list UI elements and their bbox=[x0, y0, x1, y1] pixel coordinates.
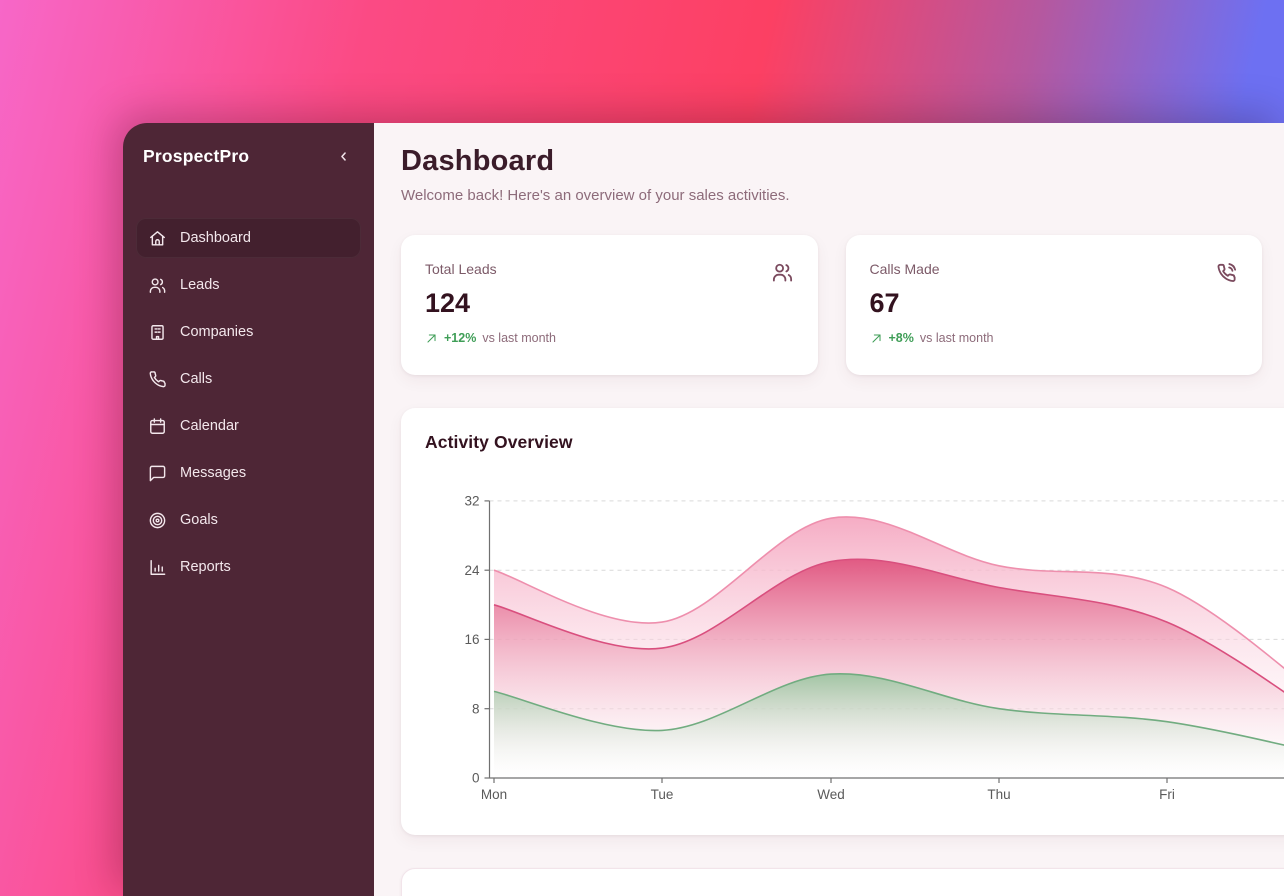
sidebar-item-label: Calls bbox=[180, 371, 213, 387]
sidebar-item-label: Dashboard bbox=[180, 230, 251, 246]
trend-percent: +12% bbox=[444, 331, 477, 345]
sidebar-header: ProspectPro bbox=[136, 145, 361, 167]
bar-chart-icon bbox=[148, 558, 167, 577]
sidebar-item-label: Companies bbox=[180, 324, 254, 340]
sidebar-item-label: Calendar bbox=[180, 418, 239, 434]
calendar-icon bbox=[148, 417, 167, 436]
trend-suffix: vs last month bbox=[919, 331, 994, 345]
users-icon bbox=[148, 276, 167, 295]
line-series-outer-light-pink bbox=[493, 516, 1284, 670]
x-tick-label: Fri bbox=[1159, 787, 1175, 802]
activity-chart-svg: 0 8 16 24 32 Mon Tue Wed Thu Fri bbox=[464, 494, 1284, 802]
stat-trend: +8% vs last month bbox=[870, 331, 1239, 345]
users-icon bbox=[771, 261, 794, 284]
x-tick-label: Wed bbox=[817, 787, 845, 802]
sidebar-item-messages[interactable]: Messages bbox=[136, 453, 361, 493]
trend-percent: +8% bbox=[888, 331, 914, 345]
sidebar-item-label: Leads bbox=[180, 277, 220, 293]
trending-up-icon bbox=[870, 332, 883, 345]
chevron-left-icon[interactable] bbox=[332, 145, 354, 167]
main-content: Dashboard Welcome back! Here's an overvi… bbox=[374, 123, 1284, 896]
y-tick-label: 24 bbox=[464, 563, 480, 578]
stat-label: Calls Made bbox=[869, 261, 940, 277]
stat-label: Total Leads bbox=[425, 261, 497, 277]
trend-suffix: vs last month bbox=[482, 331, 556, 345]
trending-up-icon bbox=[425, 332, 438, 345]
sidebar-item-calls[interactable]: Calls bbox=[136, 359, 361, 399]
line-series-green bbox=[493, 673, 1284, 746]
sidebar-item-leads[interactable]: Leads bbox=[136, 265, 361, 305]
sidebar-item-label: Goals bbox=[180, 512, 218, 528]
activity-overview-card: Activity Overview 0 8 16 24 32 Mon Tue Wed Thu Fr… bbox=[401, 408, 1284, 835]
page-title: Dashboard bbox=[401, 145, 555, 177]
sidebar-item-label: Reports bbox=[180, 559, 231, 575]
sidebar-item-companies[interactable]: Companies bbox=[136, 312, 361, 352]
bottom-card-partial bbox=[401, 868, 1284, 896]
app-window: ProspectPro Dashboard Leads Companies Calls… bbox=[123, 123, 1284, 896]
y-tick-label: 0 bbox=[472, 771, 480, 786]
chart-title: Activity Overview bbox=[425, 432, 573, 452]
sidebar-nav: Dashboard Leads Companies Calls Calendar Mess… bbox=[136, 218, 361, 587]
sidebar: ProspectPro Dashboard Leads Companies Calls… bbox=[123, 123, 374, 896]
stat-value: 124 bbox=[425, 288, 471, 318]
area-series-green bbox=[494, 673, 1284, 778]
y-tick-label: 32 bbox=[464, 494, 479, 509]
y-tick-label: 16 bbox=[464, 632, 479, 647]
page-subtitle: Welcome back! Here's an overview of your… bbox=[401, 187, 790, 204]
phone-call-icon bbox=[1215, 261, 1238, 284]
stat-trend: +12% vs last month bbox=[425, 331, 794, 345]
stat-cards-row: Total Leads 124 +12% vs last month Calls… bbox=[401, 235, 1262, 375]
sidebar-item-calendar[interactable]: Calendar bbox=[136, 406, 361, 446]
y-tick-label: 8 bbox=[472, 701, 480, 716]
page-header: Dashboard Welcome back! Here's an overvi… bbox=[401, 145, 790, 204]
activity-chart: 0 8 16 24 32 Mon Tue Wed Thu Fri bbox=[401, 478, 1284, 818]
stat-card-calls-made: Calls Made 67 +8% vs last month bbox=[845, 235, 1262, 375]
brand-title: ProspectPro bbox=[143, 145, 250, 166]
home-icon bbox=[148, 229, 167, 248]
stat-card-total-leads: Total Leads 124 +12% vs last month bbox=[401, 235, 818, 375]
x-tick-label: Tue bbox=[651, 787, 674, 802]
building-icon bbox=[148, 323, 167, 342]
sidebar-item-goals[interactable]: Goals bbox=[136, 500, 361, 540]
line-series-rose bbox=[493, 558, 1284, 693]
x-tick-label: Mon bbox=[481, 787, 507, 802]
message-icon bbox=[148, 464, 167, 483]
x-tick-label: Thu bbox=[987, 787, 1010, 802]
sidebar-item-dashboard[interactable]: Dashboard bbox=[136, 218, 361, 258]
stat-value: 67 bbox=[869, 288, 900, 318]
sidebar-item-label: Messages bbox=[180, 465, 247, 481]
sidebar-item-reports[interactable]: Reports bbox=[136, 547, 361, 587]
target-icon bbox=[148, 511, 167, 530]
phone-icon bbox=[148, 370, 167, 389]
